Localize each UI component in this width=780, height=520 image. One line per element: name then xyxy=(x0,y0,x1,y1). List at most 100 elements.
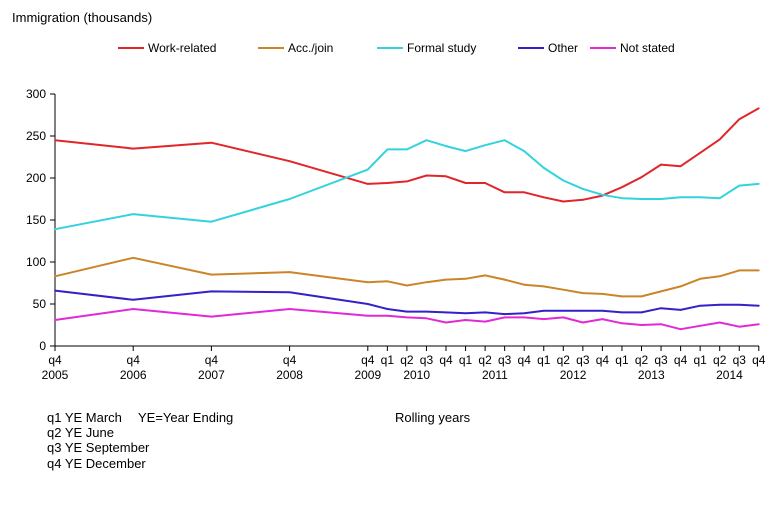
legend-label: Other xyxy=(548,41,578,55)
x-axis: q4 q4 q4 q4 q4 q1 q2 q3 q4 q1 q2 q3 q4 q1 q2 q3 q4 q1 q2 q3… xyxy=(42,345,766,382)
x-tick-label: q3 xyxy=(576,353,590,367)
y-axis-title: Immigration (thousands) xyxy=(12,10,152,25)
series-other xyxy=(54,289,760,316)
data-point xyxy=(738,325,741,328)
data-point xyxy=(210,290,213,293)
x-year-label: 2007 xyxy=(198,368,225,382)
data-point xyxy=(210,315,213,318)
data-point xyxy=(288,308,291,310)
data-point xyxy=(757,304,760,307)
data-point xyxy=(718,275,721,278)
x-year-label: 2008 xyxy=(276,368,303,382)
legend-label: Acc./join xyxy=(288,41,333,55)
data-point xyxy=(581,188,584,190)
data-point xyxy=(288,291,291,294)
data-point xyxy=(562,200,565,203)
data-point xyxy=(699,277,702,280)
data-point xyxy=(366,168,369,171)
data-point xyxy=(562,179,565,182)
data-point xyxy=(679,285,682,288)
data-point xyxy=(601,309,604,312)
legend-item-other: Other xyxy=(518,41,578,55)
x-tick-label: q4 xyxy=(518,353,532,367)
data-point xyxy=(54,319,56,321)
data-point xyxy=(621,311,623,314)
legend-item-work-related: Work-related xyxy=(118,41,216,55)
x-tick-label: q4 xyxy=(674,353,688,367)
data-point xyxy=(288,271,291,273)
data-point xyxy=(288,198,291,200)
data-point xyxy=(386,182,389,184)
series-formal-study xyxy=(54,139,760,231)
data-point xyxy=(718,303,721,306)
data-point xyxy=(660,307,662,310)
data-point xyxy=(581,198,584,201)
data-point xyxy=(406,180,408,183)
data-point xyxy=(288,160,291,163)
data-point xyxy=(660,290,662,293)
x-year-label: 2011 xyxy=(482,368,508,382)
data-point xyxy=(640,295,643,298)
data-point xyxy=(542,318,545,321)
x-year-label: 2009 xyxy=(354,368,381,382)
data-point xyxy=(425,317,428,320)
x-tick-label: q4 xyxy=(361,353,375,367)
data-point xyxy=(542,309,545,312)
data-point xyxy=(718,138,721,141)
data-point xyxy=(718,321,721,324)
data-point xyxy=(738,303,741,306)
data-point xyxy=(210,220,213,223)
x-tick-label: q4 xyxy=(283,353,297,367)
y-tick-label: 100 xyxy=(26,255,46,269)
series-line-acc-join xyxy=(54,256,759,298)
data-point xyxy=(132,256,135,259)
data-point xyxy=(386,280,389,283)
data-point xyxy=(562,309,565,312)
legend-label: Formal study xyxy=(407,41,476,55)
data-point xyxy=(523,312,526,315)
data-point xyxy=(210,273,213,276)
series-work-related xyxy=(54,107,760,203)
data-point xyxy=(523,316,526,319)
x-tick-label: q3 xyxy=(733,353,747,367)
note-year-ending: YE=Year Ending xyxy=(138,410,233,425)
data-point xyxy=(718,197,721,200)
data-point xyxy=(54,289,56,292)
data-point xyxy=(621,322,623,325)
data-point xyxy=(503,278,506,281)
y-tick-label: 0 xyxy=(39,339,46,353)
data-point xyxy=(464,150,467,153)
data-point xyxy=(523,150,526,153)
series-acc-join xyxy=(54,256,760,298)
note-q2: q2 YE June xyxy=(47,425,114,440)
data-point xyxy=(523,283,526,286)
x-tick-label: q3 xyxy=(498,353,512,367)
data-point xyxy=(601,193,604,196)
x-year-label: 2005 xyxy=(42,368,69,382)
data-point xyxy=(210,141,213,144)
legend-item-formal-study: Formal study xyxy=(377,41,476,55)
data-point xyxy=(679,196,682,199)
legend-label: Work-related xyxy=(148,41,216,55)
data-point xyxy=(386,308,389,310)
x-tick-label: q3 xyxy=(654,353,668,367)
note-rolling-years: Rolling years xyxy=(395,410,471,425)
data-point xyxy=(464,312,467,315)
data-point xyxy=(425,310,428,313)
x-year-label: 2012 xyxy=(560,368,587,382)
x-tick-label: q4 xyxy=(48,353,62,367)
x-tick-label: q1 xyxy=(693,353,707,367)
x-tick-label: q1 xyxy=(537,353,551,367)
data-point xyxy=(503,313,506,315)
x-tick-label: q3 xyxy=(420,353,434,367)
data-point xyxy=(484,320,486,323)
data-point xyxy=(581,292,584,294)
data-point xyxy=(660,323,662,326)
data-point xyxy=(621,186,623,189)
data-point xyxy=(581,321,584,324)
data-point xyxy=(366,281,369,284)
data-point xyxy=(132,298,135,301)
data-point xyxy=(738,118,741,121)
x-tick-label: q4 xyxy=(439,353,453,367)
